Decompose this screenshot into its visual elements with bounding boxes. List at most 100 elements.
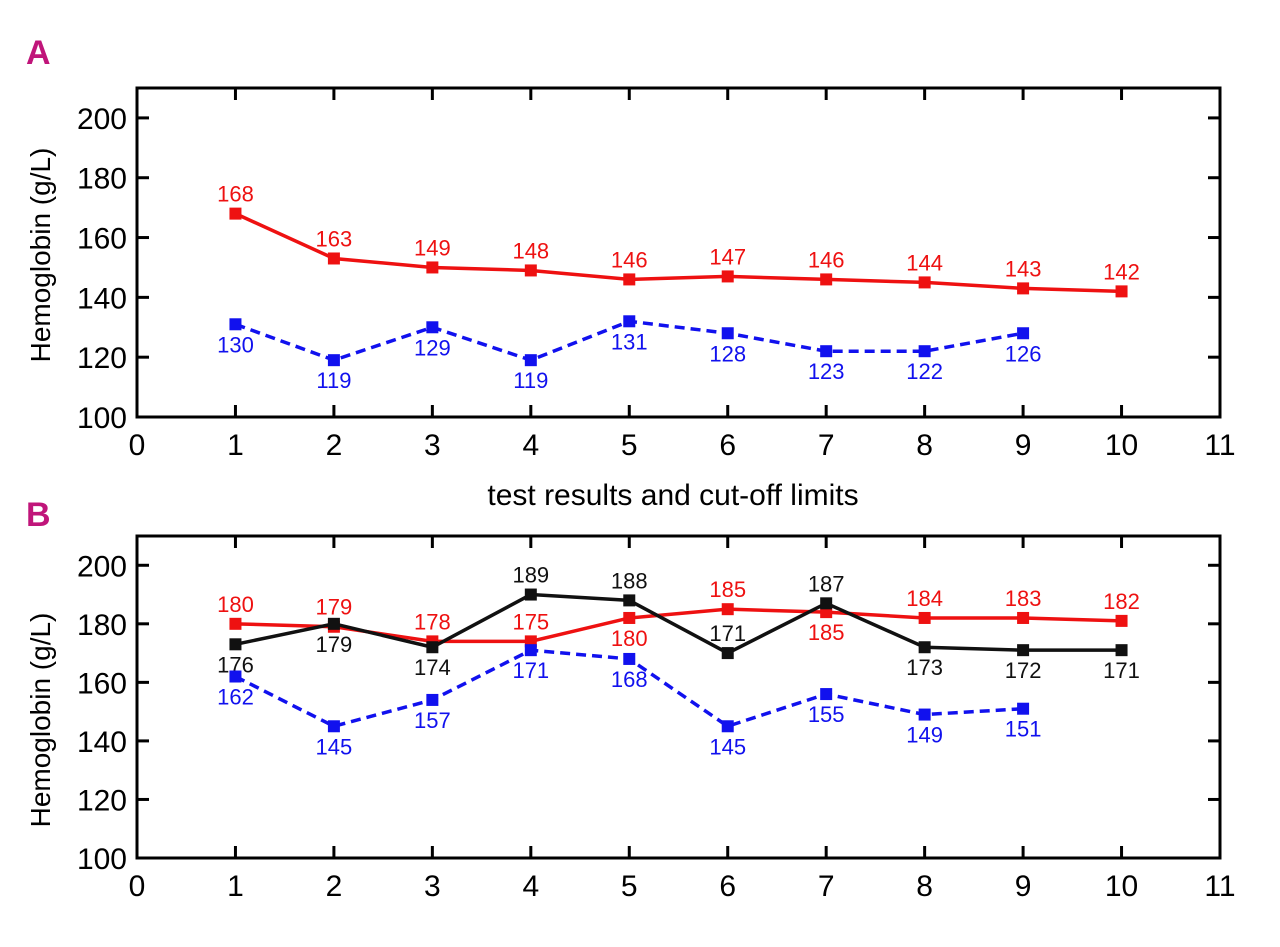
- data-label: 183: [1005, 586, 1042, 611]
- data-label: 173: [906, 655, 943, 680]
- y-tick-label: 100: [77, 843, 127, 876]
- data-label: 119: [513, 368, 548, 393]
- x-tick-label: 2: [326, 429, 343, 462]
- data-point-marker: [1115, 285, 1128, 298]
- x-tick-label: 6: [719, 870, 736, 903]
- data-label: 157: [414, 708, 451, 733]
- data-point-marker: [721, 647, 734, 660]
- y-tick-label: 120: [77, 342, 127, 375]
- data-point-marker: [524, 354, 537, 367]
- x-tick-label: 7: [818, 870, 835, 903]
- data-label: 178: [414, 609, 451, 634]
- y-tick-label: 100: [77, 402, 127, 435]
- data-point-marker: [1017, 611, 1030, 624]
- data-label: 179: [316, 595, 353, 620]
- data-point-marker: [820, 688, 833, 701]
- data-point-marker: [426, 261, 439, 274]
- x-tick-label: 10: [1105, 429, 1138, 462]
- data-point-marker: [623, 273, 636, 286]
- x-tick-label: 11: [1204, 429, 1235, 462]
- panel-letter-b: B: [26, 496, 51, 534]
- data-point-marker: [623, 315, 636, 328]
- data-label: 174: [414, 655, 451, 680]
- data-point-marker: [721, 270, 734, 283]
- data-label: 126: [1005, 341, 1042, 366]
- data-point-marker: [1017, 282, 1030, 295]
- data-label: 129: [414, 335, 451, 360]
- data-label: 168: [217, 182, 254, 207]
- data-point-marker: [229, 638, 242, 651]
- x-tick-label: 3: [424, 429, 441, 462]
- data-label: 145: [709, 734, 746, 759]
- data-point-marker: [327, 720, 340, 733]
- x-tick-label: 8: [916, 429, 933, 462]
- series-line: [234, 212, 1122, 294]
- data-point-marker: [524, 264, 537, 277]
- data-point-marker: [229, 617, 242, 630]
- x-tick-label: 5: [621, 870, 638, 903]
- y-tick-label: 200: [77, 103, 127, 136]
- data-label: 149: [906, 723, 943, 748]
- data-label: 146: [611, 247, 648, 272]
- panel-letter-a: A: [26, 34, 51, 72]
- data-point-marker: [1115, 644, 1128, 657]
- x-tick-label: 9: [1015, 429, 1032, 462]
- x-tick-label: 9: [1015, 870, 1032, 903]
- data-label: 131: [611, 329, 648, 354]
- data-point-marker: [327, 252, 340, 265]
- data-point-marker: [721, 327, 734, 340]
- y-axis-label-b: Hemoglobin (g/L): [25, 613, 56, 828]
- data-point-marker: [918, 641, 931, 654]
- y-axis-label-a: Hemoglobin (g/L): [25, 148, 56, 363]
- data-label: 123: [808, 359, 845, 384]
- data-point-marker: [229, 207, 242, 220]
- data-label: 189: [512, 563, 549, 588]
- data-label: 172: [1005, 658, 1042, 683]
- data-point-marker: [623, 611, 636, 624]
- data-label: 171: [1103, 658, 1140, 683]
- data-point-marker: [820, 345, 833, 358]
- data-point-marker: [918, 708, 931, 721]
- x-tick-label: 3: [424, 870, 441, 903]
- data-point-marker: [426, 321, 439, 334]
- chart-panel-b: 0 1 2 3 4 5 6 7 8 9 10 11 100 120 140 160 180 200 180 179 17…: [77, 534, 1236, 903]
- x-tick-label: 7: [818, 429, 835, 462]
- x-tick-label: 5: [621, 429, 638, 462]
- x-tick-label: 4: [522, 429, 539, 462]
- data-point-marker: [721, 603, 734, 616]
- x-tick-label: 10: [1105, 870, 1138, 903]
- data-label: 144: [906, 250, 943, 275]
- data-label: 180: [217, 592, 254, 617]
- x-tick-label: 6: [719, 429, 736, 462]
- x-tick-label: 2: [326, 870, 343, 903]
- data-label: 187: [808, 571, 845, 596]
- data-label: 143: [1005, 256, 1042, 281]
- series-line: [235, 592, 1122, 656]
- data-label: 142: [1103, 259, 1140, 284]
- data-point-marker: [721, 720, 734, 733]
- data-point-marker: [1017, 327, 1030, 340]
- data-point-marker: [524, 644, 537, 657]
- data-label: 163: [316, 226, 353, 251]
- plot-frame: [135, 534, 1222, 860]
- y-tick-label: 140: [77, 726, 127, 759]
- x-tick-label: 8: [916, 870, 933, 903]
- x-axis-label: test results and cut-off limits: [487, 479, 858, 512]
- data-point-marker: [426, 641, 439, 654]
- data-label: 180: [611, 626, 648, 651]
- data-label: 148: [512, 238, 549, 263]
- data-label: 155: [808, 702, 845, 727]
- data-label: 122: [906, 359, 943, 384]
- data-label: 188: [611, 568, 648, 593]
- y-tick-label: 160: [77, 223, 127, 256]
- data-point-marker: [1017, 644, 1030, 657]
- plot-frame: [135, 86, 1222, 419]
- y-tick-label: 200: [77, 550, 127, 583]
- y-tick-label: 180: [77, 163, 127, 196]
- data-label: 185: [709, 577, 746, 602]
- data-label: 168: [611, 667, 648, 692]
- data-point-marker: [918, 276, 931, 289]
- y-tick-label: 160: [77, 667, 127, 700]
- data-label: 149: [414, 235, 451, 260]
- data-label: 145: [316, 734, 353, 759]
